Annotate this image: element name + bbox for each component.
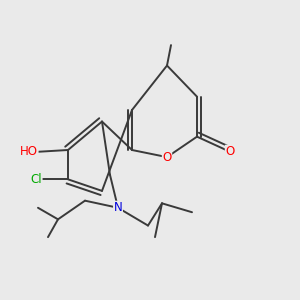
Text: O: O bbox=[162, 151, 172, 164]
Text: N: N bbox=[114, 201, 122, 214]
Text: Cl: Cl bbox=[30, 173, 42, 186]
Text: HO: HO bbox=[20, 145, 38, 158]
Text: O: O bbox=[225, 145, 235, 158]
